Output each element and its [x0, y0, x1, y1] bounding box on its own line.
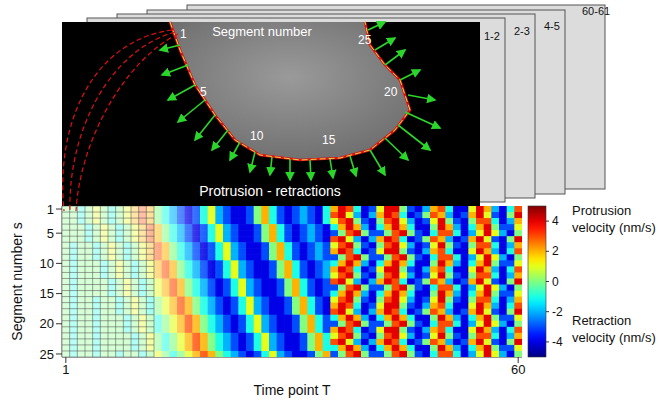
svg-text:Segment number: Segment number: [212, 24, 312, 39]
svg-text:Time point T: Time point T: [253, 382, 330, 398]
svg-text:25: 25: [358, 33, 372, 47]
svg-text:Protrusion - retractions: Protrusion - retractions: [199, 183, 341, 199]
svg-text:4: 4: [552, 214, 559, 228]
svg-text:-2: -2: [552, 305, 563, 319]
svg-text:20: 20: [40, 316, 54, 331]
svg-text:60-61: 60-61: [582, 5, 610, 17]
svg-text:2-3: 2-3: [514, 25, 530, 37]
svg-text:Protrusion: Protrusion: [572, 203, 631, 218]
svg-text:15: 15: [40, 286, 54, 301]
svg-text:5: 5: [200, 85, 207, 99]
svg-text:Segment number s: Segment number s: [9, 222, 25, 340]
svg-text:2: 2: [552, 244, 559, 258]
svg-text:1: 1: [180, 27, 187, 41]
svg-text:4-5: 4-5: [544, 20, 560, 32]
svg-text:15: 15: [322, 133, 336, 147]
svg-text:1-2: 1-2: [484, 30, 500, 42]
svg-text:-4: -4: [552, 335, 563, 349]
svg-text:5: 5: [47, 226, 54, 241]
svg-text:Retraction: Retraction: [572, 313, 631, 328]
svg-text:60: 60: [511, 362, 525, 377]
svg-text:1: 1: [47, 202, 54, 217]
svg-text:1: 1: [62, 362, 69, 377]
svg-text:10: 10: [40, 256, 54, 271]
svg-text:25: 25: [40, 347, 54, 362]
svg-text:0: 0: [552, 275, 559, 289]
svg-text:10: 10: [250, 129, 264, 143]
svg-text:20: 20: [384, 85, 398, 99]
svg-text:velocity (nm/s): velocity (nm/s): [572, 220, 656, 235]
svg-text:velocity (nm/s): velocity (nm/s): [572, 330, 656, 345]
